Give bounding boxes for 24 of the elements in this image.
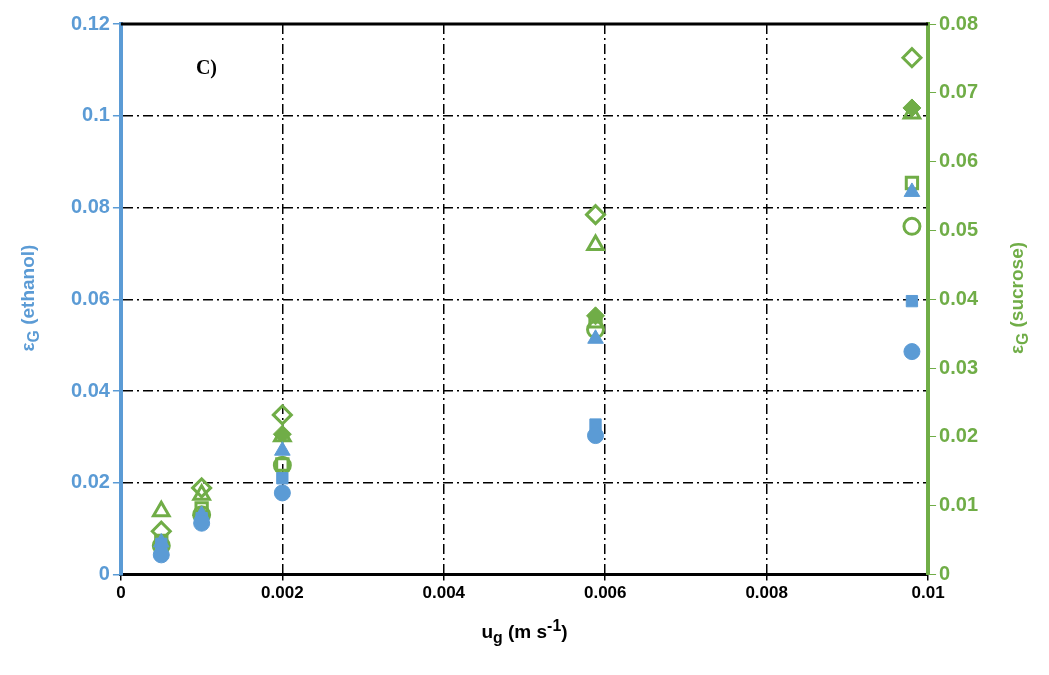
y-tick-label: 0.02 <box>70 470 110 493</box>
y2-tick-label: 0.03 <box>939 355 979 378</box>
y2-tick-label: 0 <box>939 562 951 585</box>
x-tick-label: 0.004 <box>422 583 466 603</box>
x-tick-label: 0.01 <box>911 583 945 603</box>
y-tick-label: 0.06 <box>70 286 110 309</box>
y2-tick-label: 0.04 <box>939 286 979 309</box>
x-tick-label: 0.008 <box>745 583 788 603</box>
y2-tick-label: 0.05 <box>939 217 979 240</box>
y-tick-label: 0.04 <box>70 378 111 401</box>
x-tick-label: 0.002 <box>261 583 304 603</box>
y-tick-label: 0.12 <box>70 11 110 34</box>
x-tick-label: 0 <box>116 583 126 603</box>
y-tick-label: 0.1 <box>82 103 110 126</box>
annotation: C) <box>195 56 218 79</box>
y2-tick-label: 0.08 <box>939 11 979 34</box>
y2-tick-label: 0.07 <box>939 80 979 103</box>
y2-tick-label: 0.02 <box>939 424 979 447</box>
y2-tick-label: 0.06 <box>939 149 979 172</box>
y2-tick-label: 0.01 <box>939 493 979 516</box>
y-tick-label: 0 <box>98 562 110 585</box>
y-tick-label: 0.08 <box>70 195 110 218</box>
x-tick-label: 0.006 <box>583 583 627 603</box>
x-axis-title: u$_{g}$ (m s$^{-1}$) <box>480 617 569 648</box>
